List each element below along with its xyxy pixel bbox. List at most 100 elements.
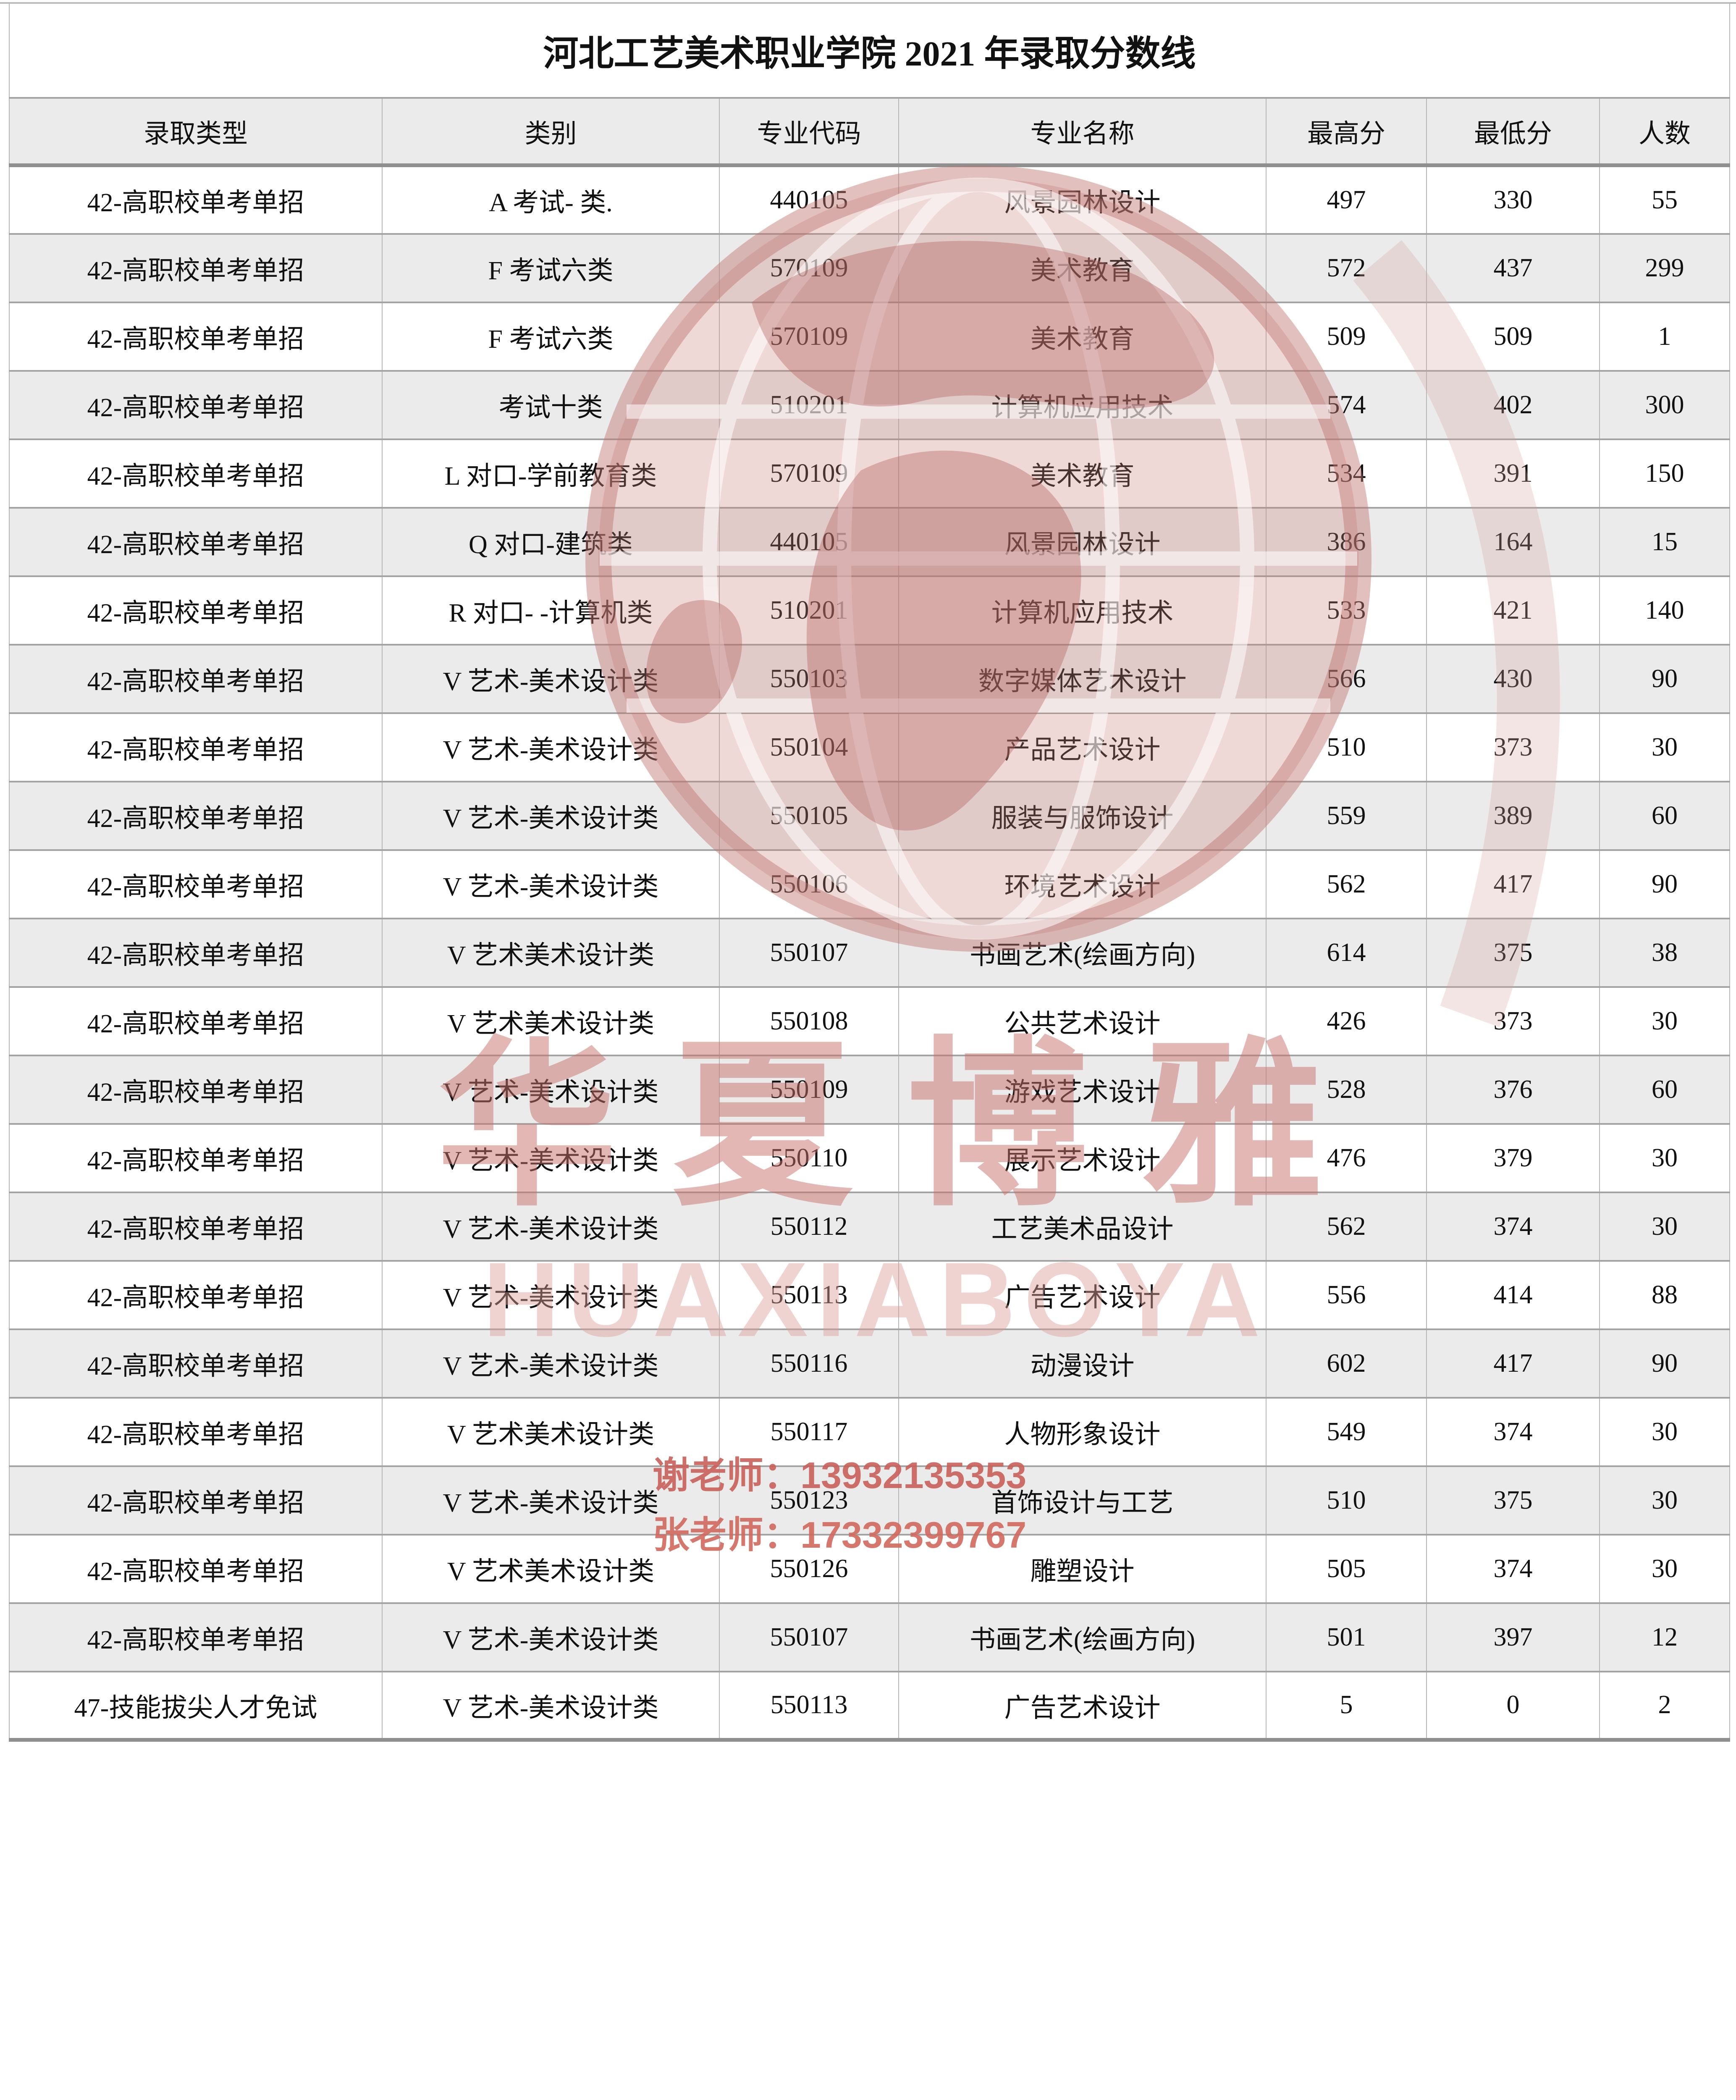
cell: V 艺术-美术设计类	[382, 1465, 720, 1536]
table-row: 42-高职校单考单招 V 艺术-美术设计类 550109 游戏艺术设计 528 376 60	[9, 1054, 1731, 1125]
cell: 330	[1426, 164, 1600, 235]
table-body: 42-高职校单考单招 A 考试- 类. 440105 风景园林设计 497 330 55 42…	[9, 164, 1731, 1742]
cell: 550103	[719, 643, 899, 714]
cell: 374	[1426, 1191, 1600, 1262]
cell: 首饰设计与工艺	[898, 1465, 1267, 1536]
cell: 30	[1599, 1465, 1731, 1536]
cell: 164	[1426, 507, 1600, 577]
cell: 60	[1599, 1054, 1731, 1125]
cell: 42-高职校单考单招	[9, 1260, 383, 1330]
cell: 566	[1266, 643, 1427, 714]
table-row: 42-高职校单考单招 V 艺术-美术设计类 550113 广告艺术设计 556 414 88	[9, 1260, 1731, 1330]
cell: 550113	[719, 1670, 899, 1742]
cell: 556	[1266, 1260, 1427, 1330]
cell: 30	[1599, 1191, 1731, 1262]
cell: V 艺术-美术设计类	[382, 1328, 720, 1399]
column-header: 最高分	[1266, 97, 1427, 167]
cell: 373	[1426, 712, 1600, 782]
cell: 374	[1426, 1533, 1600, 1604]
cell: 42-高职校单考单招	[9, 917, 383, 988]
cell: 440105	[719, 164, 899, 235]
cell: V 艺术美术设计类	[382, 1533, 720, 1604]
cell: A 考试- 类.	[382, 164, 720, 235]
cell: 386	[1266, 507, 1427, 577]
cell: V 艺术-美术设计类	[382, 1123, 720, 1193]
cell: 60	[1599, 780, 1731, 851]
cell: 服装与服饰设计	[898, 780, 1267, 851]
cell: 42-高职校单考单招	[9, 301, 383, 372]
cell: 12	[1599, 1602, 1731, 1672]
cell: 书画艺术(绘画方向)	[898, 917, 1267, 988]
admission-score-table: 河北工艺美术职业学院 2021 年录取分数线 录取类型 类别 专业代码 专业名称 最高分…	[8, 2, 1731, 1742]
cell: 299	[1599, 233, 1731, 303]
table-row: 42-高职校单考单招 V 艺术-美术设计类 550104 产品艺术设计 510 373 30	[9, 712, 1731, 782]
cell: F 考试六类	[382, 233, 720, 303]
cell: 497	[1266, 164, 1427, 235]
cell: 30	[1599, 712, 1731, 782]
table-row: 47-技能拔尖人才免试 V 艺术-美术设计类 550113 广告艺术设计 5 0 2	[9, 1670, 1731, 1742]
cell: V 艺术-美术设计类	[382, 780, 720, 851]
cell: 42-高职校单考单招	[9, 849, 383, 919]
cell: 47-技能拔尖人才免试	[9, 1670, 383, 1742]
cell: 534	[1266, 438, 1427, 509]
cell: 437	[1426, 233, 1600, 303]
cell: 430	[1426, 643, 1600, 714]
cell: 0	[1426, 1670, 1600, 1742]
cell: 550107	[719, 1602, 899, 1672]
table-row: 42-高职校单考单招 V 艺术-美术设计类 550123 首饰设计与工艺 510 375 3…	[9, 1465, 1731, 1536]
cell: F 考试六类	[382, 301, 720, 372]
cell: 414	[1426, 1260, 1600, 1330]
cell: 570109	[719, 301, 899, 372]
cell: V 艺术美术设计类	[382, 917, 720, 988]
table-header-row: 录取类型 类别 专业代码 专业名称 最高分 最低分 人数	[9, 97, 1731, 167]
cell: 375	[1426, 1465, 1600, 1536]
table-row: 42-高职校单考单招 V 艺术美术设计类 550107 书画艺术(绘画方向) 614 37…	[9, 917, 1731, 988]
table-row: 42-高职校单考单招 F 考试六类 570109 美术教育 509 509 1	[9, 301, 1731, 372]
cell: 考试十类	[382, 370, 720, 440]
cell: 42-高职校单考单招	[9, 575, 383, 646]
cell: 数字媒体艺术设计	[898, 643, 1267, 714]
column-header: 人数	[1599, 97, 1731, 167]
cell: 550126	[719, 1533, 899, 1604]
cell: 550106	[719, 849, 899, 919]
cell: 570109	[719, 438, 899, 509]
cell: 人物形象设计	[898, 1396, 1267, 1467]
cell: 2	[1599, 1670, 1731, 1742]
cell: 42-高职校单考单招	[9, 438, 383, 509]
cell: 550116	[719, 1328, 899, 1399]
page-title: 河北工艺美术职业学院 2021 年录取分数线	[8, 2, 1731, 99]
cell: 90	[1599, 1328, 1731, 1399]
cell: 602	[1266, 1328, 1427, 1399]
cell: 550123	[719, 1465, 899, 1536]
cell: 510201	[719, 370, 899, 440]
cell: 动漫设计	[898, 1328, 1267, 1399]
cell: 42-高职校单考单招	[9, 233, 383, 303]
cell: 389	[1426, 780, 1600, 851]
table-row: 42-高职校单考单招 V 艺术-美术设计类 550112 工艺美术品设计 562 374 3…	[9, 1191, 1731, 1262]
cell: 42-高职校单考单招	[9, 1602, 383, 1672]
table-row: 42-高职校单考单招 V 艺术美术设计类 550108 公共艺术设计 426 373 30	[9, 986, 1731, 1056]
table-row: 42-高职校单考单招 Q 对口-建筑类 440105 风景园林设计 386 164 15	[9, 507, 1731, 577]
cell: 550107	[719, 917, 899, 988]
table-row: 42-高职校单考单招 V 艺术美术设计类 550126 雕塑设计 505 374 30	[9, 1533, 1731, 1604]
cell: V 艺术-美术设计类	[382, 712, 720, 782]
cell: V 艺术美术设计类	[382, 986, 720, 1056]
cell: V 艺术-美术设计类	[382, 1670, 720, 1742]
table-row: 42-高职校单考单招 V 艺术-美术设计类 550116 动漫设计 602 417 90	[9, 1328, 1731, 1399]
cell: L 对口-学前教育类	[382, 438, 720, 509]
cell: 产品艺术设计	[898, 712, 1267, 782]
table-row: 42-高职校单考单招 V 艺术美术设计类 550117 人物形象设计 549 374 30	[9, 1396, 1731, 1467]
cell: 528	[1266, 1054, 1427, 1125]
cell: 计算机应用技术	[898, 370, 1267, 440]
cell: 550117	[719, 1396, 899, 1467]
cell: 42-高职校单考单招	[9, 164, 383, 235]
table-row: 42-高职校单考单招 L 对口-学前教育类 570109 美术教育 534 391 150	[9, 438, 1731, 509]
table-row: 42-高职校单考单招 R 对口- -计算机类 510201 计算机应用技术 533 421…	[9, 575, 1731, 646]
table-row: 42-高职校单考单招 F 考试六类 570109 美术教育 572 437 299	[9, 233, 1731, 303]
cell: V 艺术-美术设计类	[382, 1191, 720, 1262]
cell: 379	[1426, 1123, 1600, 1193]
column-header: 专业代码	[719, 97, 899, 167]
cell: 42-高职校单考单招	[9, 1123, 383, 1193]
cell: 42-高职校单考单招	[9, 1533, 383, 1604]
